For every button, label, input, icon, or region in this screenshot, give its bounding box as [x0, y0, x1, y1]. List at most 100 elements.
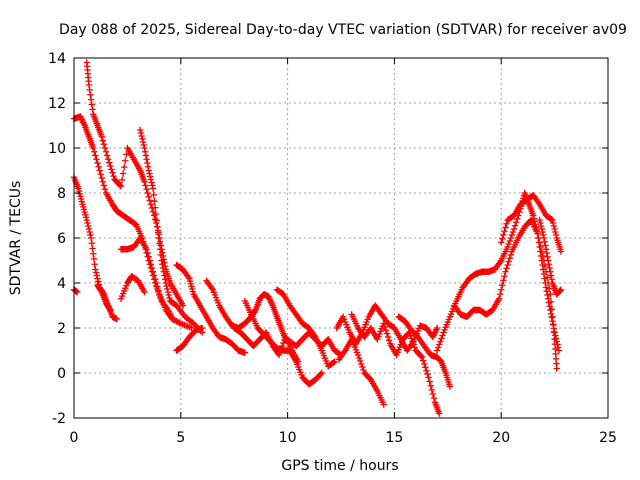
data-point — [151, 198, 158, 205]
data-point — [158, 257, 165, 264]
data-point — [118, 176, 126, 184]
x-axis-label: GPS time / hours — [281, 458, 398, 474]
data-point — [84, 219, 91, 227]
data-point — [538, 225, 545, 233]
data-point — [101, 144, 109, 152]
data-point — [166, 294, 173, 302]
data-point — [549, 216, 556, 224]
data-point — [179, 302, 187, 309]
data-point — [557, 248, 565, 255]
data-point — [87, 231, 94, 239]
data-point — [164, 288, 172, 296]
data-point — [544, 291, 551, 299]
data-point — [143, 246, 150, 253]
data-point — [437, 338, 444, 345]
data-point — [120, 163, 128, 171]
data-point — [277, 345, 285, 353]
data-point — [317, 370, 324, 378]
data-point — [410, 341, 417, 348]
data-point — [163, 282, 170, 290]
data-point — [439, 332, 446, 339]
series-track-20 — [451, 216, 560, 372]
data-point — [145, 193, 152, 200]
data-point — [149, 185, 157, 192]
data-point — [384, 333, 392, 341]
data-point — [512, 219, 520, 226]
data-point — [100, 182, 108, 189]
data-point — [555, 347, 563, 354]
data-point — [407, 332, 414, 339]
data-point — [94, 159, 101, 167]
data-point — [539, 252, 547, 260]
data-point — [139, 135, 146, 143]
data-point — [501, 228, 508, 235]
data-point — [165, 291, 172, 299]
data-point — [176, 319, 183, 326]
data-point — [425, 374, 432, 381]
data-point — [382, 327, 390, 334]
data-point — [536, 216, 543, 224]
data-point — [156, 246, 164, 253]
data-point — [549, 313, 556, 320]
data-point — [92, 266, 99, 273]
data-point — [154, 223, 161, 230]
data-point — [426, 378, 433, 385]
data-point — [548, 216, 555, 223]
data-point — [547, 298, 555, 305]
data-point — [102, 148, 110, 155]
data-point — [427, 382, 434, 389]
series-track-8 — [70, 286, 81, 296]
series-track-3 — [137, 126, 206, 336]
data-point — [138, 132, 145, 140]
data-point — [154, 229, 162, 236]
y-tick-label: 12 — [48, 96, 66, 112]
data-point — [550, 328, 558, 335]
data-point — [318, 369, 325, 377]
data-point — [330, 359, 337, 366]
data-point — [420, 357, 427, 364]
data-point — [514, 215, 521, 223]
data-point — [146, 170, 153, 177]
data-point — [151, 216, 159, 223]
data-point — [507, 234, 515, 242]
data-point — [434, 344, 442, 351]
data-point — [530, 212, 537, 219]
y-tick-label: 0 — [57, 366, 66, 382]
data-point — [106, 159, 113, 166]
data-point — [503, 265, 510, 272]
data-point — [537, 243, 544, 251]
series-track-2 — [83, 59, 187, 309]
data-point — [159, 264, 167, 272]
data-point — [553, 365, 560, 372]
data-point — [93, 272, 100, 279]
data-point — [92, 152, 99, 159]
series-track-6 — [94, 282, 114, 314]
data-point — [152, 210, 160, 218]
data-point — [99, 178, 107, 185]
data-point — [92, 269, 100, 276]
data-point — [423, 367, 430, 374]
data-point — [147, 176, 155, 183]
data-point — [504, 243, 511, 251]
data-point — [146, 257, 154, 264]
data-point — [357, 357, 364, 365]
data-point — [251, 307, 259, 315]
data-point — [97, 287, 105, 295]
data-point — [539, 228, 546, 236]
data-point — [151, 276, 159, 283]
data-point — [137, 129, 145, 137]
data-point — [496, 291, 504, 298]
data-point — [383, 330, 391, 337]
series-track-19 — [433, 189, 563, 354]
data-marks — [70, 59, 565, 417]
data-point — [547, 291, 554, 298]
data-point — [119, 170, 127, 177]
chart-title: Day 088 of 2025, Sidereal Day-to-day VTE… — [59, 22, 627, 38]
series-track-17 — [348, 311, 443, 417]
data-point — [89, 245, 96, 252]
x-tick-label: 0 — [70, 430, 79, 446]
data-point — [87, 91, 94, 98]
data-point — [241, 349, 249, 356]
data-point — [144, 249, 151, 257]
